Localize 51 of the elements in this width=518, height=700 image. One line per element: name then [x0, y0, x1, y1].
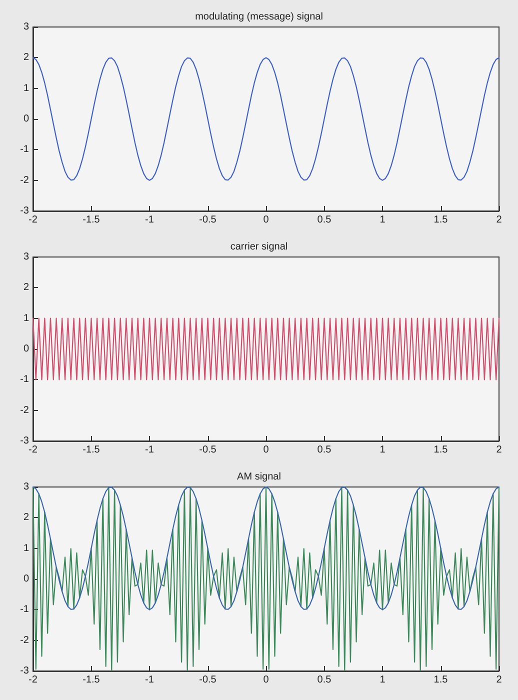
y-tick-label: 0: [23, 344, 30, 354]
x-tick-label: 2: [496, 214, 502, 226]
y-tick-label: -2: [20, 404, 30, 416]
y-tick-label: 2: [23, 512, 30, 524]
x-tick-label: 1.5: [434, 214, 448, 226]
y-tick-label: -3: [20, 206, 30, 216]
y-tick-label: 2: [23, 52, 30, 64]
y-tick-label: 3: [23, 252, 30, 262]
chart-title: carrier signal: [230, 242, 288, 252]
x-tick-label: -1.5: [82, 674, 100, 686]
y-tick-label: 2: [23, 282, 30, 294]
y-tick-label: -1: [20, 144, 30, 156]
line-series: [32, 57, 500, 181]
y-tick-label: 1: [23, 542, 30, 554]
y-tick-label: -1: [20, 374, 30, 386]
x-tick-label: 1: [380, 674, 386, 686]
y-tick-label: -2: [20, 174, 30, 186]
chart-title: AM signal: [237, 472, 281, 482]
y-tick-label: 3: [23, 22, 30, 32]
x-tick-label: -0.5: [199, 674, 217, 686]
x-tick-label: 1: [380, 444, 386, 456]
x-tick-label: -1.5: [82, 214, 100, 226]
x-tick-label: 1.5: [434, 674, 448, 686]
y-tick-label: 0: [23, 574, 30, 584]
x-tick-label: 0: [263, 444, 270, 456]
x-tick-label: 2: [496, 444, 502, 456]
line-series: [32, 486, 500, 610]
x-tick-label: -1: [145, 674, 154, 686]
line-series: [32, 486, 500, 672]
x-tick-label: 0: [263, 674, 270, 686]
x-tick-label: 0.5: [317, 214, 332, 226]
x-tick-label: 1.5: [434, 444, 448, 456]
x-tick-label: -1.5: [82, 444, 100, 456]
x-tick-label: 2: [496, 674, 502, 686]
x-tick-label: 0: [263, 214, 270, 226]
y-tick-label: -1: [20, 604, 30, 616]
y-tick-label: -2: [20, 634, 30, 646]
y-tick-label: 1: [23, 312, 30, 324]
y-tick-label: 3: [23, 482, 30, 492]
x-tick-label: -1: [145, 214, 154, 226]
y-tick-label: 1: [23, 82, 30, 94]
x-tick-label: 0.5: [317, 444, 332, 456]
x-tick-label: -0.5: [199, 214, 217, 226]
x-tick-label: 0.5: [317, 674, 332, 686]
chart-title: modulating (message) signal: [195, 12, 323, 22]
y-tick-label: -3: [20, 436, 30, 446]
x-tick-label: -1: [145, 444, 154, 456]
x-tick-label: 1: [380, 214, 386, 226]
x-tick-label: -0.5: [199, 444, 217, 456]
y-tick-label: -3: [20, 666, 30, 676]
y-tick-label: 0: [23, 114, 30, 124]
